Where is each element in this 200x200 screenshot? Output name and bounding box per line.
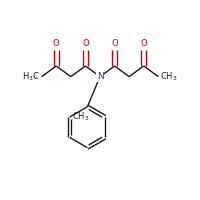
- Text: O: O: [82, 39, 89, 48]
- Text: O: O: [140, 39, 147, 48]
- Text: H$_3$C: H$_3$C: [22, 70, 40, 83]
- Text: O: O: [53, 39, 60, 48]
- Text: O: O: [111, 39, 118, 48]
- Text: N: N: [97, 72, 103, 81]
- Text: CH$_3$: CH$_3$: [72, 111, 89, 123]
- Text: CH$_3$: CH$_3$: [160, 70, 177, 83]
